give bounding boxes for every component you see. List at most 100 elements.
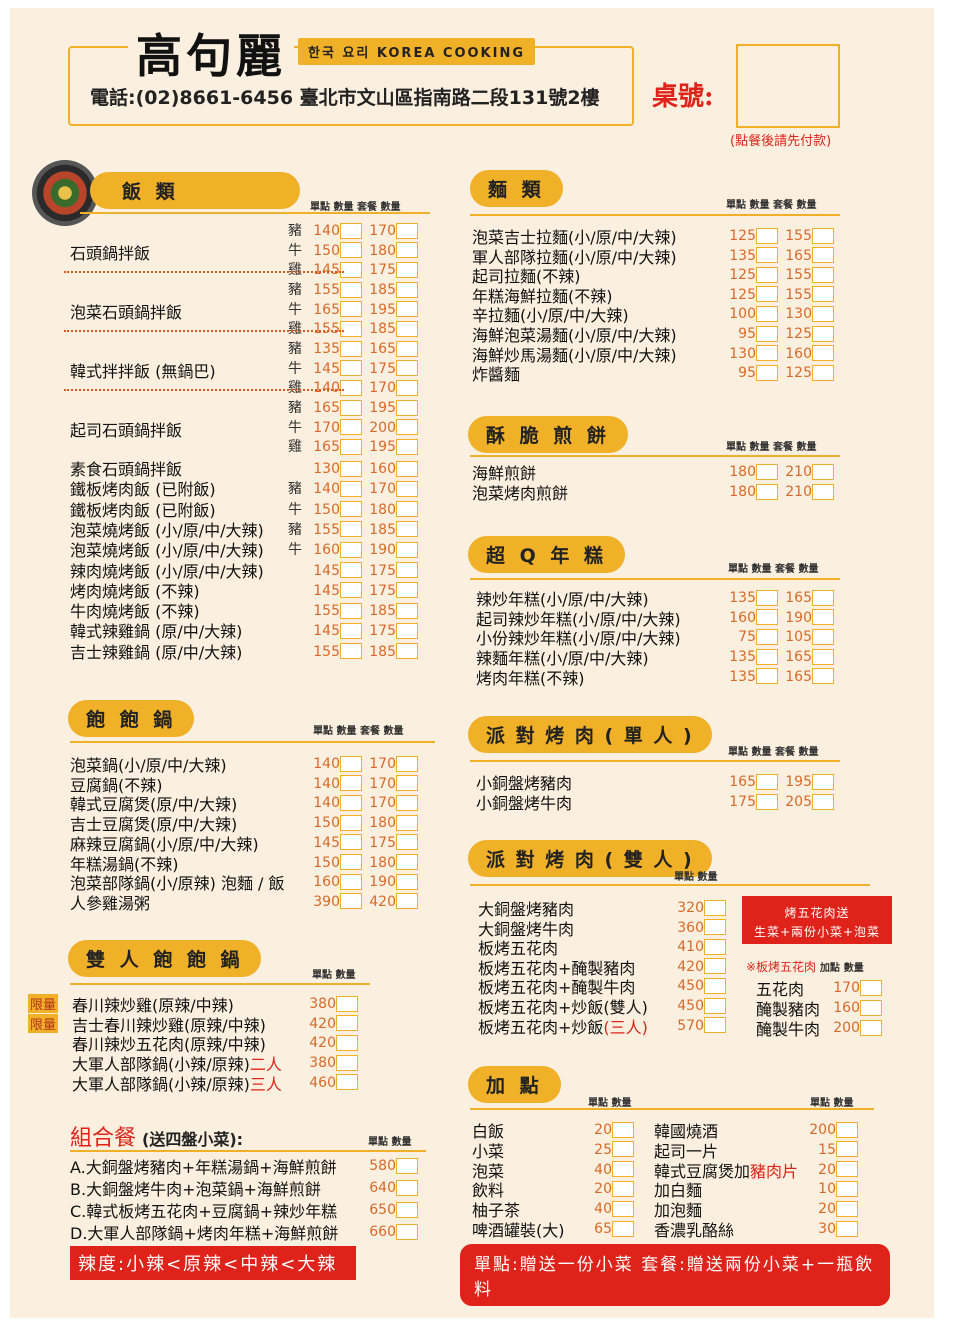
quantity-box[interactable]: [396, 622, 418, 639]
quantity-box[interactable]: [812, 247, 834, 264]
quantity-box[interactable]: [340, 222, 362, 239]
quantity-box[interactable]: [340, 873, 362, 890]
quantity-box[interactable]: [704, 997, 726, 1014]
quantity-box[interactable]: [836, 1121, 858, 1138]
quantity-box[interactable]: [396, 1179, 418, 1196]
quantity-box[interactable]: [756, 589, 778, 606]
quantity-box[interactable]: [340, 602, 362, 619]
quantity-box[interactable]: [396, 301, 418, 317]
quantity-box[interactable]: [860, 999, 882, 1016]
quantity-box[interactable]: [756, 345, 778, 362]
quantity-box[interactable]: [396, 775, 418, 792]
quantity-box[interactable]: [756, 648, 778, 665]
quantity-box[interactable]: [396, 501, 418, 518]
quantity-box[interactable]: [836, 1220, 858, 1237]
quantity-box[interactable]: [340, 419, 362, 435]
quantity-box[interactable]: [756, 227, 778, 244]
quantity-box[interactable]: [756, 325, 778, 342]
quantity-box[interactable]: [340, 501, 362, 518]
quantity-box[interactable]: [340, 301, 362, 317]
quantity-box[interactable]: [340, 622, 362, 639]
quantity-box[interactable]: [396, 242, 418, 258]
quantity-box[interactable]: [396, 521, 418, 538]
quantity-box[interactable]: [612, 1180, 634, 1197]
quantity-box[interactable]: [396, 854, 418, 870]
quantity-box[interactable]: [704, 1017, 726, 1034]
quantity-box[interactable]: [396, 480, 418, 497]
quantity-box[interactable]: [396, 582, 418, 599]
quantity-box[interactable]: [340, 360, 362, 376]
quantity-box[interactable]: [756, 628, 778, 645]
quantity-box[interactable]: [340, 261, 362, 278]
quantity-box[interactable]: [704, 938, 726, 955]
quantity-box[interactable]: [340, 379, 362, 396]
quantity-box[interactable]: [812, 227, 834, 244]
quantity-box[interactable]: [340, 562, 362, 578]
quantity-box[interactable]: [704, 919, 726, 936]
quantity-box[interactable]: [860, 1019, 882, 1036]
quantity-box[interactable]: [812, 305, 834, 322]
quantity-box[interactable]: [812, 483, 834, 500]
quantity-box[interactable]: [756, 483, 778, 500]
quantity-box[interactable]: [812, 773, 834, 790]
quantity-box[interactable]: [812, 463, 834, 480]
quantity-box[interactable]: [396, 643, 418, 660]
quantity-box[interactable]: [612, 1161, 634, 1178]
quantity-box[interactable]: [812, 345, 834, 362]
quantity-box[interactable]: [340, 834, 362, 851]
quantity-box[interactable]: [340, 399, 362, 416]
quantity-box[interactable]: [704, 977, 726, 994]
quantity-box[interactable]: [860, 979, 882, 996]
quantity-box[interactable]: [336, 1034, 358, 1051]
quantity-box[interactable]: [812, 286, 834, 303]
quantity-box[interactable]: [612, 1141, 634, 1158]
quantity-box[interactable]: [396, 261, 418, 278]
quantity-box[interactable]: [812, 589, 834, 606]
quantity-box[interactable]: [396, 1201, 418, 1218]
quantity-box[interactable]: [336, 995, 358, 1012]
quantity-box[interactable]: [836, 1141, 858, 1158]
quantity-box[interactable]: [340, 643, 362, 660]
quantity-box[interactable]: [396, 438, 418, 455]
quantity-box[interactable]: [340, 582, 362, 599]
quantity-box[interactable]: [756, 463, 778, 480]
quantity-box[interactable]: [812, 648, 834, 665]
quantity-box[interactable]: [340, 521, 362, 538]
quantity-box[interactable]: [340, 480, 362, 497]
quantity-box[interactable]: [396, 399, 418, 416]
quantity-box[interactable]: [812, 364, 834, 381]
quantity-box[interactable]: [340, 814, 362, 831]
quantity-box[interactable]: [340, 281, 362, 298]
quantity-box[interactable]: [396, 419, 418, 435]
quantity-box[interactable]: [340, 755, 362, 772]
quantity-box[interactable]: [812, 325, 834, 342]
quantity-box[interactable]: [340, 541, 362, 558]
quantity-box[interactable]: [612, 1200, 634, 1217]
quantity-box[interactable]: [396, 460, 418, 477]
quantity-box[interactable]: [756, 609, 778, 626]
quantity-box[interactable]: [336, 1054, 358, 1071]
quantity-box[interactable]: [612, 1220, 634, 1237]
quantity-box[interactable]: [396, 794, 418, 811]
quantity-box[interactable]: [756, 773, 778, 790]
quantity-box[interactable]: [396, 281, 418, 298]
quantity-box[interactable]: [396, 360, 418, 376]
quantity-box[interactable]: [396, 222, 418, 239]
quantity-box[interactable]: [396, 340, 418, 357]
quantity-box[interactable]: [396, 834, 418, 851]
quantity-box[interactable]: [756, 668, 778, 685]
quantity-box[interactable]: [396, 320, 418, 337]
quantity-box[interactable]: [336, 1015, 358, 1032]
quantity-box[interactable]: [836, 1161, 858, 1178]
quantity-box[interactable]: [396, 541, 418, 558]
quantity-box[interactable]: [340, 794, 362, 811]
quantity-box[interactable]: [396, 893, 418, 910]
quantity-box[interactable]: [396, 755, 418, 772]
quantity-box[interactable]: [836, 1200, 858, 1217]
quantity-box[interactable]: [396, 814, 418, 831]
quantity-box[interactable]: [812, 609, 834, 626]
quantity-box[interactable]: [336, 1074, 358, 1091]
quantity-box[interactable]: [812, 266, 834, 283]
quantity-box[interactable]: [612, 1121, 634, 1138]
quantity-box[interactable]: [812, 668, 834, 685]
